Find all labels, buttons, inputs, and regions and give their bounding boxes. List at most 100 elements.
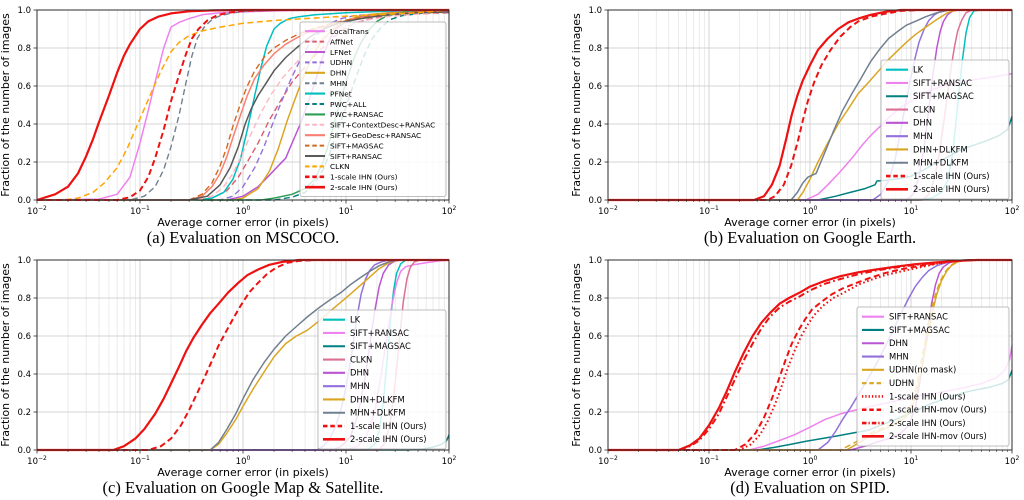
legend-entry-mhn: MHN <box>305 79 347 88</box>
y-tick-label: 0.4 <box>588 120 602 130</box>
legend-label-mhn: MHN <box>913 131 933 141</box>
y-tick-label: 0.4 <box>17 370 31 380</box>
legend-box <box>880 59 1010 200</box>
y-tick-label: 1.0 <box>17 6 31 16</box>
legend-label-sift-ransac: SIFT+RANSAC <box>330 152 382 161</box>
y-tick-label: 0.0 <box>17 196 31 206</box>
legend-label-udhn: UDHN <box>330 58 352 67</box>
chart-b-canvas: 10−2 10−1 100 101 1020.00.20.40.60.81.0Avera… <box>570 6 1020 228</box>
y-tick-label: 1.0 <box>588 256 602 266</box>
legend-label-clkn: CLKN <box>330 162 350 171</box>
y-tick-label: 1.0 <box>588 6 602 16</box>
legend-label-sift-geodesc-ransac: SIFT+GeoDesc+RANSAC <box>330 131 421 140</box>
legend-label-lk: LK <box>913 64 924 74</box>
legend-entry-mhn: MHN <box>862 351 909 361</box>
legend-entry-sift-ransac: SIFT+RANSAC <box>305 152 382 161</box>
legend-label-2-scale-ihn-ours: 2-scale IHN (Ours) <box>350 434 427 444</box>
legend-entry-lfnet: LFNet <box>305 48 351 57</box>
legend-entry-pfnet: PFNet <box>305 89 352 98</box>
legend: LK SIFT+RANSAC SIFT+MAGSAC CLKN DHN MHN DHN+DL… <box>880 59 1010 200</box>
x-tick-label: 102 <box>442 205 457 217</box>
legend-label-lk: LK <box>350 314 361 324</box>
legend-entry-2-scale-ihn-ours: 2-scale IHN (Ours) <box>323 434 427 444</box>
legend-entry-udhn: UDHN <box>305 58 352 67</box>
subplot-b: 10−2 10−1 100 101 102 0.0 0.2 0.4 0.6 0.8 1.0 Avera… <box>512 0 1024 250</box>
axes: 10−2 10−1 100 101 1020.00.20.40.60.81.0Avera… <box>570 6 1020 228</box>
legend-label-sift-ransac: SIFT+RANSAC <box>889 311 948 321</box>
subplot-a: 10−2 10−1 100 101 102 0.0 0.2 0.4 0.6 0.8 1.0 Avera… <box>0 0 512 250</box>
axes: 10−2 10−1 100 101 1020.00.20.40.60.81.0Avera… <box>0 256 457 478</box>
y-tick-label: 0.4 <box>588 370 602 380</box>
series-line-sift-contextdesc-ransac <box>37 11 450 201</box>
legend-entry-clkn: CLKN <box>886 104 935 114</box>
x-axis-label: Average corner error (in pixels) <box>157 216 329 228</box>
legend-entry-dhn: DHN <box>886 118 932 128</box>
caption-d: (d) Evaluation on SPID. <box>730 478 890 497</box>
x-tick-label: 10−2 <box>27 205 47 217</box>
series-line-2-scale-ihn-mov-ours <box>608 258 1012 452</box>
legend-label-localtrans: LocalTrans <box>330 27 369 36</box>
legend-entry-localtrans: LocalTrans <box>305 27 369 36</box>
legend-label-dhn: DHN <box>350 368 369 378</box>
legend-entry-udhn: UDHN <box>862 378 914 388</box>
legend-label-clkn: CLKN <box>913 104 935 114</box>
x-tick-label: 101 <box>339 455 354 467</box>
series-line-clkn <box>37 9 450 201</box>
series-line-2-scale-ihn-ours <box>608 8 1012 202</box>
legend-entry-2-scale-ihn-ours: 2-scale IHN (Ours) <box>886 184 990 194</box>
legend-entry-1-scale-ihn-ours: 1-scale IHN (Ours) <box>323 421 427 431</box>
legend-label-sift-ransac: SIFT+RANSAC <box>350 328 409 338</box>
legend-entry-sift-magsac: SIFT+MAGSAC <box>886 91 974 101</box>
legend-entry-sift-contextdesc-ransac: SIFT+ContextDesc+RANSAC <box>305 121 435 130</box>
y-tick-label: 0.2 <box>588 158 602 168</box>
series-line-mhn-dlkfm <box>608 9 1012 201</box>
legend-label-udhn: UDHN <box>889 378 914 388</box>
y-tick-label: 0.4 <box>17 120 31 130</box>
legend-entry-1-scale-ihn-ours: 1-scale IHN (Ours) <box>886 171 990 181</box>
grid <box>607 9 1013 201</box>
legend-entry-udhn-no-mask: UDHN(no mask) <box>862 365 956 375</box>
legend: SIFT+RANSAC SIFT+MAGSAC DHN MHN UDHN(no mask… <box>856 306 1010 447</box>
x-tick-label: 10−2 <box>598 205 618 217</box>
y-tick-label: 0.8 <box>588 294 602 304</box>
series-line-mhn-dlkfm <box>37 259 449 451</box>
y-tick-label: 0.8 <box>17 44 31 54</box>
legend-box <box>299 21 447 197</box>
legend-label-2-scale-ihn-ours: 2-scale IHN (Ours) <box>889 418 966 428</box>
series-group <box>36 8 450 202</box>
series-line-sift-geodesc-ransac <box>37 9 450 201</box>
subplot-d: 10−2 10−1 100 101 102 0.0 0.2 0.4 0.6 0.8 1.0 Avera… <box>512 250 1024 500</box>
legend-label-mhn: MHN <box>330 79 347 88</box>
legend-entry-mhn: MHN <box>886 131 933 141</box>
series-line-1-scale-ihn-ours <box>37 259 449 451</box>
legend-entry-sift-ransac: SIFT+RANSAC <box>886 78 972 88</box>
legend-entry-2-scale-ihn-ours: 2-scale IHN (Ours) <box>305 183 398 192</box>
legend-label-1-scale-ihn-ours: 1-scale IHN (Ours) <box>889 391 966 401</box>
legend-entry-pwc-ransac: PWC+RANSAC <box>305 110 383 119</box>
x-tick-label: 101 <box>904 455 919 467</box>
legend-label-2-scale-ihn-ours: 2-scale IHN (Ours) <box>330 183 398 192</box>
y-tick-label: 0.2 <box>588 408 602 418</box>
legend-entry-sift-ransac: SIFT+RANSAC <box>323 328 409 338</box>
legend-label-dhn-dlkfm: DHN+DLKFM <box>350 394 405 404</box>
x-tick-label: 102 <box>442 455 457 467</box>
series-line-1-scale-ihn-mov-ours <box>608 259 1012 451</box>
chart-d-canvas: 10−2 10−1 100 101 1020.00.20.40.60.81.0Avera… <box>570 256 1020 478</box>
x-tick-label: 10−2 <box>27 455 47 467</box>
x-axis-label: Average corner error (in pixels) <box>724 466 896 478</box>
y-tick-label: 0.8 <box>17 294 31 304</box>
chart-c-canvas: 10−2 10−1 100 101 1020.00.20.40.60.81.0Avera… <box>0 256 457 478</box>
series-line-2-scale-ihn-ours <box>36 8 449 202</box>
y-tick-label: 1.0 <box>17 256 31 266</box>
legend-entry-dhn: DHN <box>323 368 369 378</box>
legend-label-1-scale-ihn-ours: 1-scale IHN (Ours) <box>330 173 398 182</box>
x-tick-label: 102 <box>1005 205 1020 217</box>
x-tick-label: 10−1 <box>130 455 150 467</box>
legend-box <box>317 309 447 450</box>
legend-label-udhn-no-mask: UDHN(no mask) <box>889 365 956 375</box>
legend-label-dhn-dlkfm: DHN+DLKFM <box>913 144 968 154</box>
legend-label-pwc-all: PWC+ALL <box>330 100 367 109</box>
x-axis-label: Average corner error (in pixels) <box>724 216 896 228</box>
legend-label-mhn: MHN <box>889 351 909 361</box>
